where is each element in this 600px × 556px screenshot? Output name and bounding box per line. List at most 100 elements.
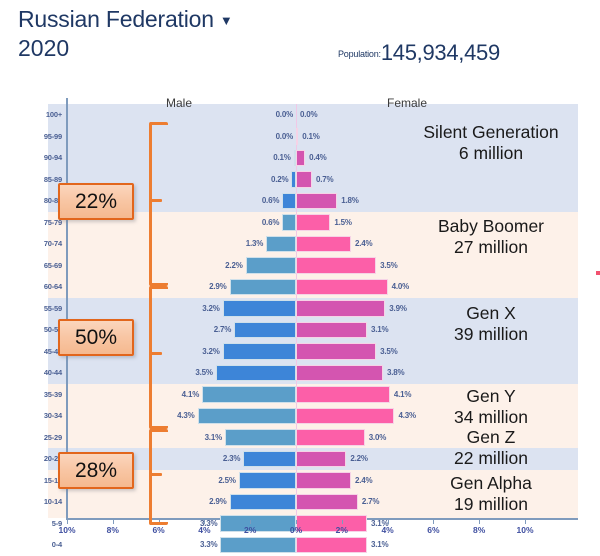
male-bar[interactable] xyxy=(282,214,296,231)
male-bar[interactable] xyxy=(291,171,296,188)
male-value-label: 4.3% xyxy=(177,411,195,420)
pyramid-row: 90-94 0.1% 0.4% xyxy=(18,147,578,169)
female-bar[interactable] xyxy=(296,343,377,360)
gen-name: Gen Y xyxy=(466,386,516,406)
male-bar[interactable] xyxy=(243,450,296,467)
female-value-label: 3.5% xyxy=(380,346,398,356)
pyramid-row: 15-19 2.5% 2.4% xyxy=(18,470,578,492)
pyramid-row: 30-34 4.3% 4.3% xyxy=(18,405,578,427)
male-bar[interactable] xyxy=(266,235,296,252)
female-value-label: 3.9% xyxy=(389,303,407,313)
x-tick-label: 10% xyxy=(516,525,534,535)
male-value-label: 0.0% xyxy=(275,110,294,119)
gen-name: Silent Generation xyxy=(423,122,559,142)
male-value-label: 2.9% xyxy=(209,282,227,291)
gen-population: 19 million xyxy=(454,494,528,514)
male-value-label: 0.1% xyxy=(273,153,291,162)
female-bar[interactable] xyxy=(296,278,388,295)
age-group-label: 65-69 xyxy=(43,260,62,270)
female-bar[interactable] xyxy=(296,364,384,381)
pyramid-row: 10-14 2.9% 2.7% xyxy=(18,491,578,513)
female-bar[interactable] xyxy=(296,450,347,467)
bracket-22-tick xyxy=(149,199,162,202)
x-tick xyxy=(433,520,435,524)
edge-artifact-mask xyxy=(585,270,592,279)
bracket-50-tick xyxy=(149,352,162,355)
male-bar[interactable] xyxy=(234,321,296,338)
female-value-label: 3.1% xyxy=(370,325,389,334)
x-tick-label: 2% xyxy=(335,525,348,535)
x-tick-label: 8% xyxy=(106,525,119,535)
country-selector[interactable]: Russian Federation ▼ xyxy=(18,6,233,34)
male-bar[interactable] xyxy=(245,257,296,274)
chart-header: Russian Federation ▼ 2020 xyxy=(18,6,233,62)
pyramid-row: 85-89 0.2% 0.7% xyxy=(18,169,578,191)
female-value-label: 3.8% xyxy=(387,368,405,377)
male-bar[interactable] xyxy=(222,343,296,360)
male-bar[interactable] xyxy=(238,472,296,489)
gen-name: Gen Alpha xyxy=(450,473,532,493)
female-bar[interactable] xyxy=(296,407,395,424)
age-group-label: 15-19 xyxy=(43,475,62,485)
x-tick-label: 6% xyxy=(427,525,440,535)
bracket-22 xyxy=(149,122,168,286)
x-tick-label: 4% xyxy=(381,525,394,535)
male-bar[interactable] xyxy=(220,515,296,532)
callout-28-percent[interactable]: 28% xyxy=(58,452,134,489)
female-bar[interactable] xyxy=(296,149,306,166)
male-bar[interactable] xyxy=(222,300,296,317)
male-value-label: 3.2% xyxy=(202,346,220,356)
age-group-label: 45-49 xyxy=(43,346,62,356)
pyramid-row: 60-64 2.9% 4.0% xyxy=(18,276,578,298)
gen-label-gen-x: Gen X 39 million xyxy=(386,303,596,345)
gen-population: 27 million xyxy=(454,237,528,257)
female-value-label: 0.0% xyxy=(300,110,318,119)
female-bar[interactable] xyxy=(296,128,299,145)
female-bar[interactable] xyxy=(296,171,313,188)
female-bar[interactable] xyxy=(296,214,331,231)
female-axis-label: Female xyxy=(387,96,428,110)
female-value-label: 2.7% xyxy=(361,497,380,506)
female-bar[interactable] xyxy=(296,235,351,252)
gen-label-gen-z: Gen Z 22 million xyxy=(386,427,596,469)
male-value-label: 2.2% xyxy=(225,260,243,270)
chevron-down-icon[interactable]: ▼ xyxy=(219,13,233,28)
female-value-label: 4.0% xyxy=(391,282,410,291)
male-bar[interactable] xyxy=(229,278,296,295)
female-bar[interactable] xyxy=(296,257,377,274)
female-bar[interactable] xyxy=(296,192,338,209)
male-value-label: 2.3% xyxy=(222,454,241,463)
female-bar[interactable] xyxy=(296,321,367,338)
population-readout: Population:145,934,459 xyxy=(338,40,500,66)
female-bar[interactable] xyxy=(296,300,386,317)
gen-label-silent-generation: Silent Generation 6 million xyxy=(386,122,596,164)
male-bar[interactable] xyxy=(202,386,296,403)
pyramid-row: 80-84 0.6% 1.8% xyxy=(18,190,578,212)
male-bar[interactable] xyxy=(282,192,296,209)
male-value-label: 2.9% xyxy=(209,497,227,506)
pyramid-row: 25-29 3.1% 3.0% xyxy=(18,427,578,449)
male-bar[interactable] xyxy=(229,493,296,510)
population-value: 145,934,459 xyxy=(380,40,500,65)
female-bar[interactable] xyxy=(296,493,358,510)
male-value-label: 4.1% xyxy=(181,389,200,399)
x-tick xyxy=(296,520,297,524)
age-group-label: 50-54 xyxy=(43,325,62,334)
female-bar[interactable] xyxy=(296,429,365,446)
male-bar[interactable] xyxy=(197,407,296,424)
female-value-label: 2.2% xyxy=(350,454,368,463)
male-bar[interactable] xyxy=(293,149,296,166)
gen-population: 22 million xyxy=(454,448,528,468)
female-bar[interactable] xyxy=(296,472,351,489)
male-bar[interactable] xyxy=(225,429,296,446)
gen-name: Gen Z xyxy=(466,427,516,447)
female-bar[interactable] xyxy=(296,386,390,403)
male-value-label: 2.5% xyxy=(218,475,236,485)
age-group-label: 30-34 xyxy=(43,411,62,420)
callout-22-percent[interactable]: 22% xyxy=(58,183,134,220)
male-value-label: 3.5% xyxy=(195,368,213,377)
x-tick-label: 6% xyxy=(152,525,165,535)
callout-50-percent[interactable]: 50% xyxy=(58,319,134,356)
male-bar[interactable] xyxy=(215,364,296,381)
x-tick xyxy=(67,520,68,524)
